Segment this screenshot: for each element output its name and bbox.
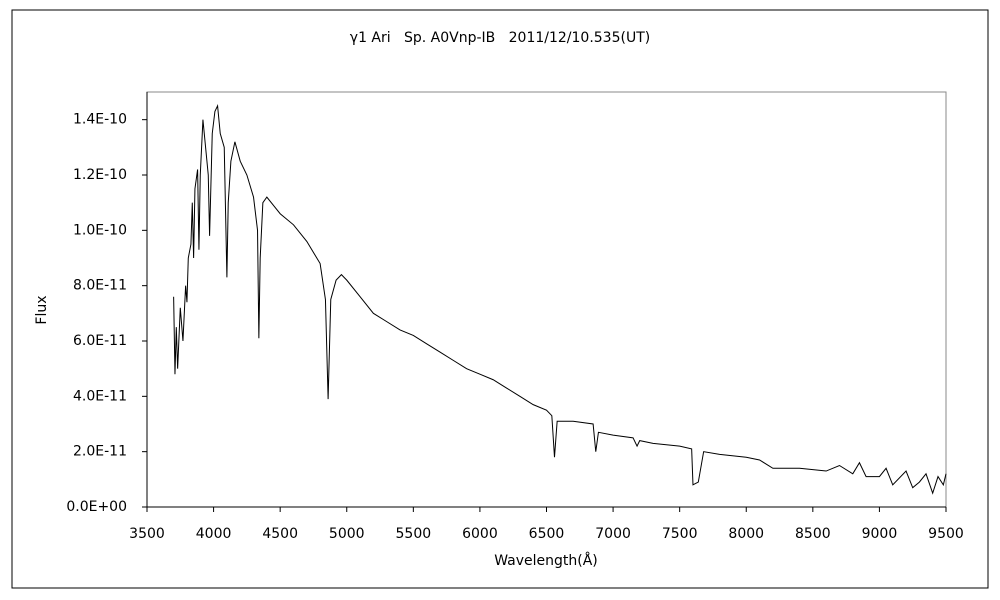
- spectrum-line: [173, 103, 947, 495]
- y-tick-label: 8.0E-11: [73, 278, 127, 294]
- y-tick-label: 6.0E-11: [73, 333, 127, 349]
- x-tick-label: 7000: [595, 526, 631, 542]
- x-tick-label: 9000: [862, 526, 898, 542]
- x-tick-label: 3500: [129, 526, 165, 542]
- x-tick-label: 8500: [795, 526, 831, 542]
- chart-frame: [11, 9, 989, 589]
- y-tick-label: 4.0E-11: [73, 388, 127, 404]
- x-tick-label: 9500: [928, 526, 964, 542]
- chart-title: γ1 Ari Sp. A0Vnp-IB 2011/12/10.535(UT): [350, 30, 650, 46]
- y-tick-label: 1.2E-10: [73, 167, 127, 183]
- x-tick-label: 6500: [529, 526, 565, 542]
- x-tick-label: 5500: [396, 526, 432, 542]
- x-tick-label: 7500: [662, 526, 698, 542]
- x-axis-label: Wavelength(Å): [494, 552, 598, 569]
- y-tick-label: 1.0E-10: [73, 222, 127, 238]
- x-tick-label: 5000: [329, 526, 365, 542]
- x-tick-label: 8000: [728, 526, 764, 542]
- x-tick-label: 4500: [262, 526, 298, 542]
- x-tick-label: 6000: [462, 526, 498, 542]
- x-tick-label: 4000: [196, 526, 232, 542]
- y-axis-label: Flux: [34, 295, 50, 324]
- y-tick-label: 0.0E+00: [66, 499, 127, 515]
- y-tick-label: 2.0E-11: [73, 444, 127, 460]
- y-tick-label: 1.4E-10: [73, 112, 127, 128]
